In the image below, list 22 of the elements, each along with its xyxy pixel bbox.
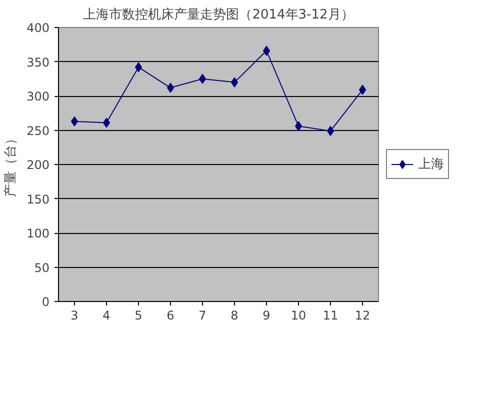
y-tick-label: 0	[42, 295, 50, 309]
x-tick-label: 7	[198, 308, 206, 322]
x-tick-label: 9	[262, 308, 270, 322]
x-tick-label: 12	[354, 308, 370, 322]
y-tick-label: 200	[26, 158, 50, 172]
y-tick-label: 350	[26, 55, 50, 70]
x-tick-label: 8	[230, 308, 238, 322]
y-tick-label: 50	[34, 260, 50, 275]
y-axis-title: 产量（台）	[4, 132, 19, 197]
y-tick-label: 300	[26, 90, 50, 104]
x-tick-label: 3	[70, 308, 78, 322]
y-tick-label: 400	[26, 21, 50, 35]
y-tick-label: 250	[26, 124, 50, 138]
x-tick-label: 6	[166, 308, 174, 322]
x-tick-label: 5	[134, 308, 142, 322]
chart-title: 上海市数控机床产量走势图（2014年3-12月）	[83, 8, 354, 22]
y-tick-label: 100	[26, 226, 50, 240]
x-tick-label: 11	[322, 308, 338, 322]
legend-label: 上海	[418, 156, 444, 173]
x-tick-label: 10	[290, 308, 306, 322]
y-tick-label: 150	[26, 192, 50, 206]
x-tick-label: 4	[102, 308, 110, 322]
